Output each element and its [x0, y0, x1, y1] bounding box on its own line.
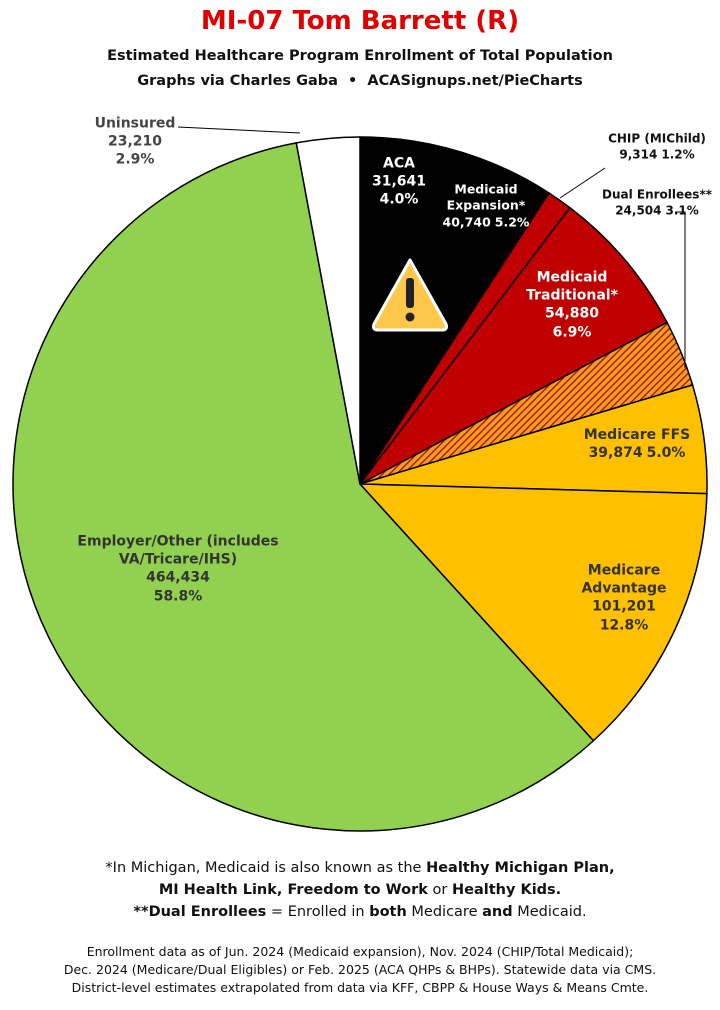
note-text: both	[369, 904, 407, 920]
subtitle: Graphs via Charles Gaba • ACASignups.net…	[137, 73, 583, 89]
source-note: District-level estimates extrapolated fr…	[71, 980, 649, 995]
footnote: *In Michigan, Medicaid is also known as …	[0, 860, 720, 876]
slice-label: Employer/Other (includes VA/Tricare/IHS)…	[68, 533, 288, 606]
footnote: **Dual Enrollees = Enrolled in both Medi…	[0, 904, 720, 920]
value-row: 24,504 3.1%	[592, 203, 720, 219]
leader-line	[559, 167, 606, 199]
value-row: 54,880 6.9%	[517, 305, 627, 341]
pie-slice	[12, 142, 595, 832]
slice-label: ACA 31,641 4.0%	[369, 155, 429, 210]
value-row: 39,874 5.0%	[572, 444, 702, 462]
slice-label: Dual Enrollees** 24,504 3.1%	[592, 187, 720, 218]
slice-label: CHIP (MIChild) 9,314 1.2%	[597, 131, 717, 162]
percent-label: 5.2%	[494, 214, 530, 230]
value-label: 9,314	[619, 147, 658, 161]
slice-label: Uninsured 23,210 2.9%	[85, 115, 185, 170]
source-note: Enrollment data as of Jun. 2024 (Medicai…	[86, 944, 634, 959]
note-text: Medicaid.	[512, 904, 587, 920]
value-row: 23,210 2.9%	[85, 133, 185, 169]
pie-slice	[358, 483, 708, 742]
value-label: 101,201	[592, 599, 656, 615]
slice-label: Medicaid Traditional* 54,880 6.9%	[517, 269, 627, 342]
pie-slice	[359, 206, 669, 485]
percent-label: 12.8%	[599, 617, 649, 634]
slice-label: Medicare Advantage 101,201 12.8%	[569, 562, 679, 635]
value-label: 464,434	[146, 570, 210, 586]
footnote: MI Health Link, Freedom to Work or Healt…	[0, 882, 720, 898]
percent-label: 2.9%	[115, 152, 155, 169]
category-label: Medicaid Expansion*	[446, 181, 526, 213]
leader-line	[675, 211, 686, 368]
pie-chart	[12, 126, 708, 832]
value-label: 31,641	[371, 173, 427, 190]
value-label: 54,880	[544, 306, 600, 322]
slice-label: Medicaid Expansion* 40,740 5.2%	[436, 182, 536, 231]
percent-label: 5.0%	[646, 445, 686, 461]
value-row: 101,201 12.8%	[569, 598, 679, 634]
value-label: 39,874	[588, 445, 643, 461]
slice-label: Medicare FFS 39,874 5.0%	[572, 426, 702, 462]
note-text: MI Health Link, Freedom to Work	[158, 882, 428, 898]
category-label: Medicare Advantage	[581, 562, 667, 597]
value-label: 24,504	[615, 203, 662, 217]
percent-label: 1.2%	[661, 147, 695, 161]
category-label: Medicaid Traditional*	[526, 269, 618, 304]
note-text: and	[482, 904, 513, 920]
source-note: Dec. 2024 (Medicare/Dual Eligibles) or F…	[63, 962, 657, 977]
value-row: 464,434 58.8%	[68, 569, 288, 605]
note-text: = Enrolled in	[266, 904, 370, 920]
value-row: 31,641 4.0%	[369, 173, 429, 209]
note-text: **Dual Enrollees	[133, 904, 267, 920]
leader-line	[177, 126, 301, 134]
note-text: *In Michigan, Medicaid is also known as …	[105, 860, 427, 876]
warning-icon	[372, 258, 448, 332]
note-text: or	[427, 882, 452, 898]
category-label: Dual Enrollees**	[602, 187, 712, 202]
percent-label: 58.8%	[153, 588, 203, 605]
percent-label: 4.0%	[379, 192, 419, 209]
category-label: CHIP (MIChild)	[608, 131, 706, 146]
category-label: Medicare FFS	[583, 426, 691, 443]
percent-label: 6.9%	[552, 324, 592, 341]
value-label: 23,210	[107, 133, 163, 150]
value-row: 40,740 5.2%	[436, 214, 536, 230]
subtitle: Estimated Healthcare Program Enrollment …	[107, 48, 613, 64]
note-text: Healthy Michigan Plan,	[426, 860, 615, 876]
note-text: Healthy Kids.	[451, 882, 562, 898]
value-row: 9,314 1.2%	[597, 147, 717, 163]
category-label: Uninsured	[94, 115, 176, 132]
category-label: Employer/Other (includes VA/Tricare/IHS)	[77, 533, 279, 568]
note-text: Medicare	[406, 904, 483, 920]
pie-slice	[295, 136, 361, 485]
chart-title: MI-07 Tom Barrett (R)	[200, 6, 520, 36]
percent-label: 3.1%	[665, 203, 699, 217]
category-label: ACA	[383, 155, 415, 172]
value-label: 40,740	[442, 214, 491, 230]
